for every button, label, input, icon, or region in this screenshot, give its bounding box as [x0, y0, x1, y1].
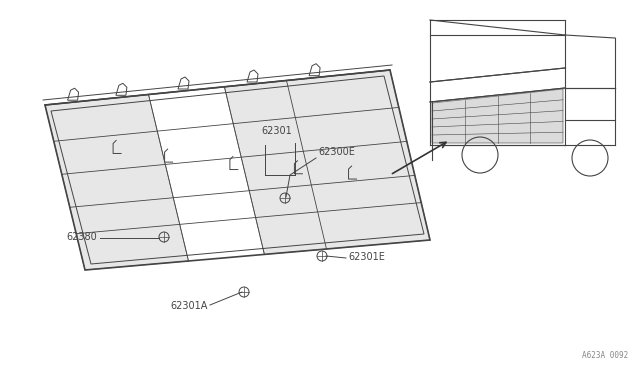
Text: 62380: 62380: [67, 232, 97, 242]
Polygon shape: [432, 89, 563, 143]
Polygon shape: [225, 70, 430, 254]
Text: 62300E: 62300E: [318, 147, 355, 157]
Text: 62301: 62301: [262, 126, 292, 136]
Polygon shape: [45, 94, 189, 270]
Text: 62301E: 62301E: [348, 252, 385, 262]
Text: 62301A: 62301A: [171, 301, 208, 311]
Text: A623A 0092: A623A 0092: [582, 351, 628, 360]
